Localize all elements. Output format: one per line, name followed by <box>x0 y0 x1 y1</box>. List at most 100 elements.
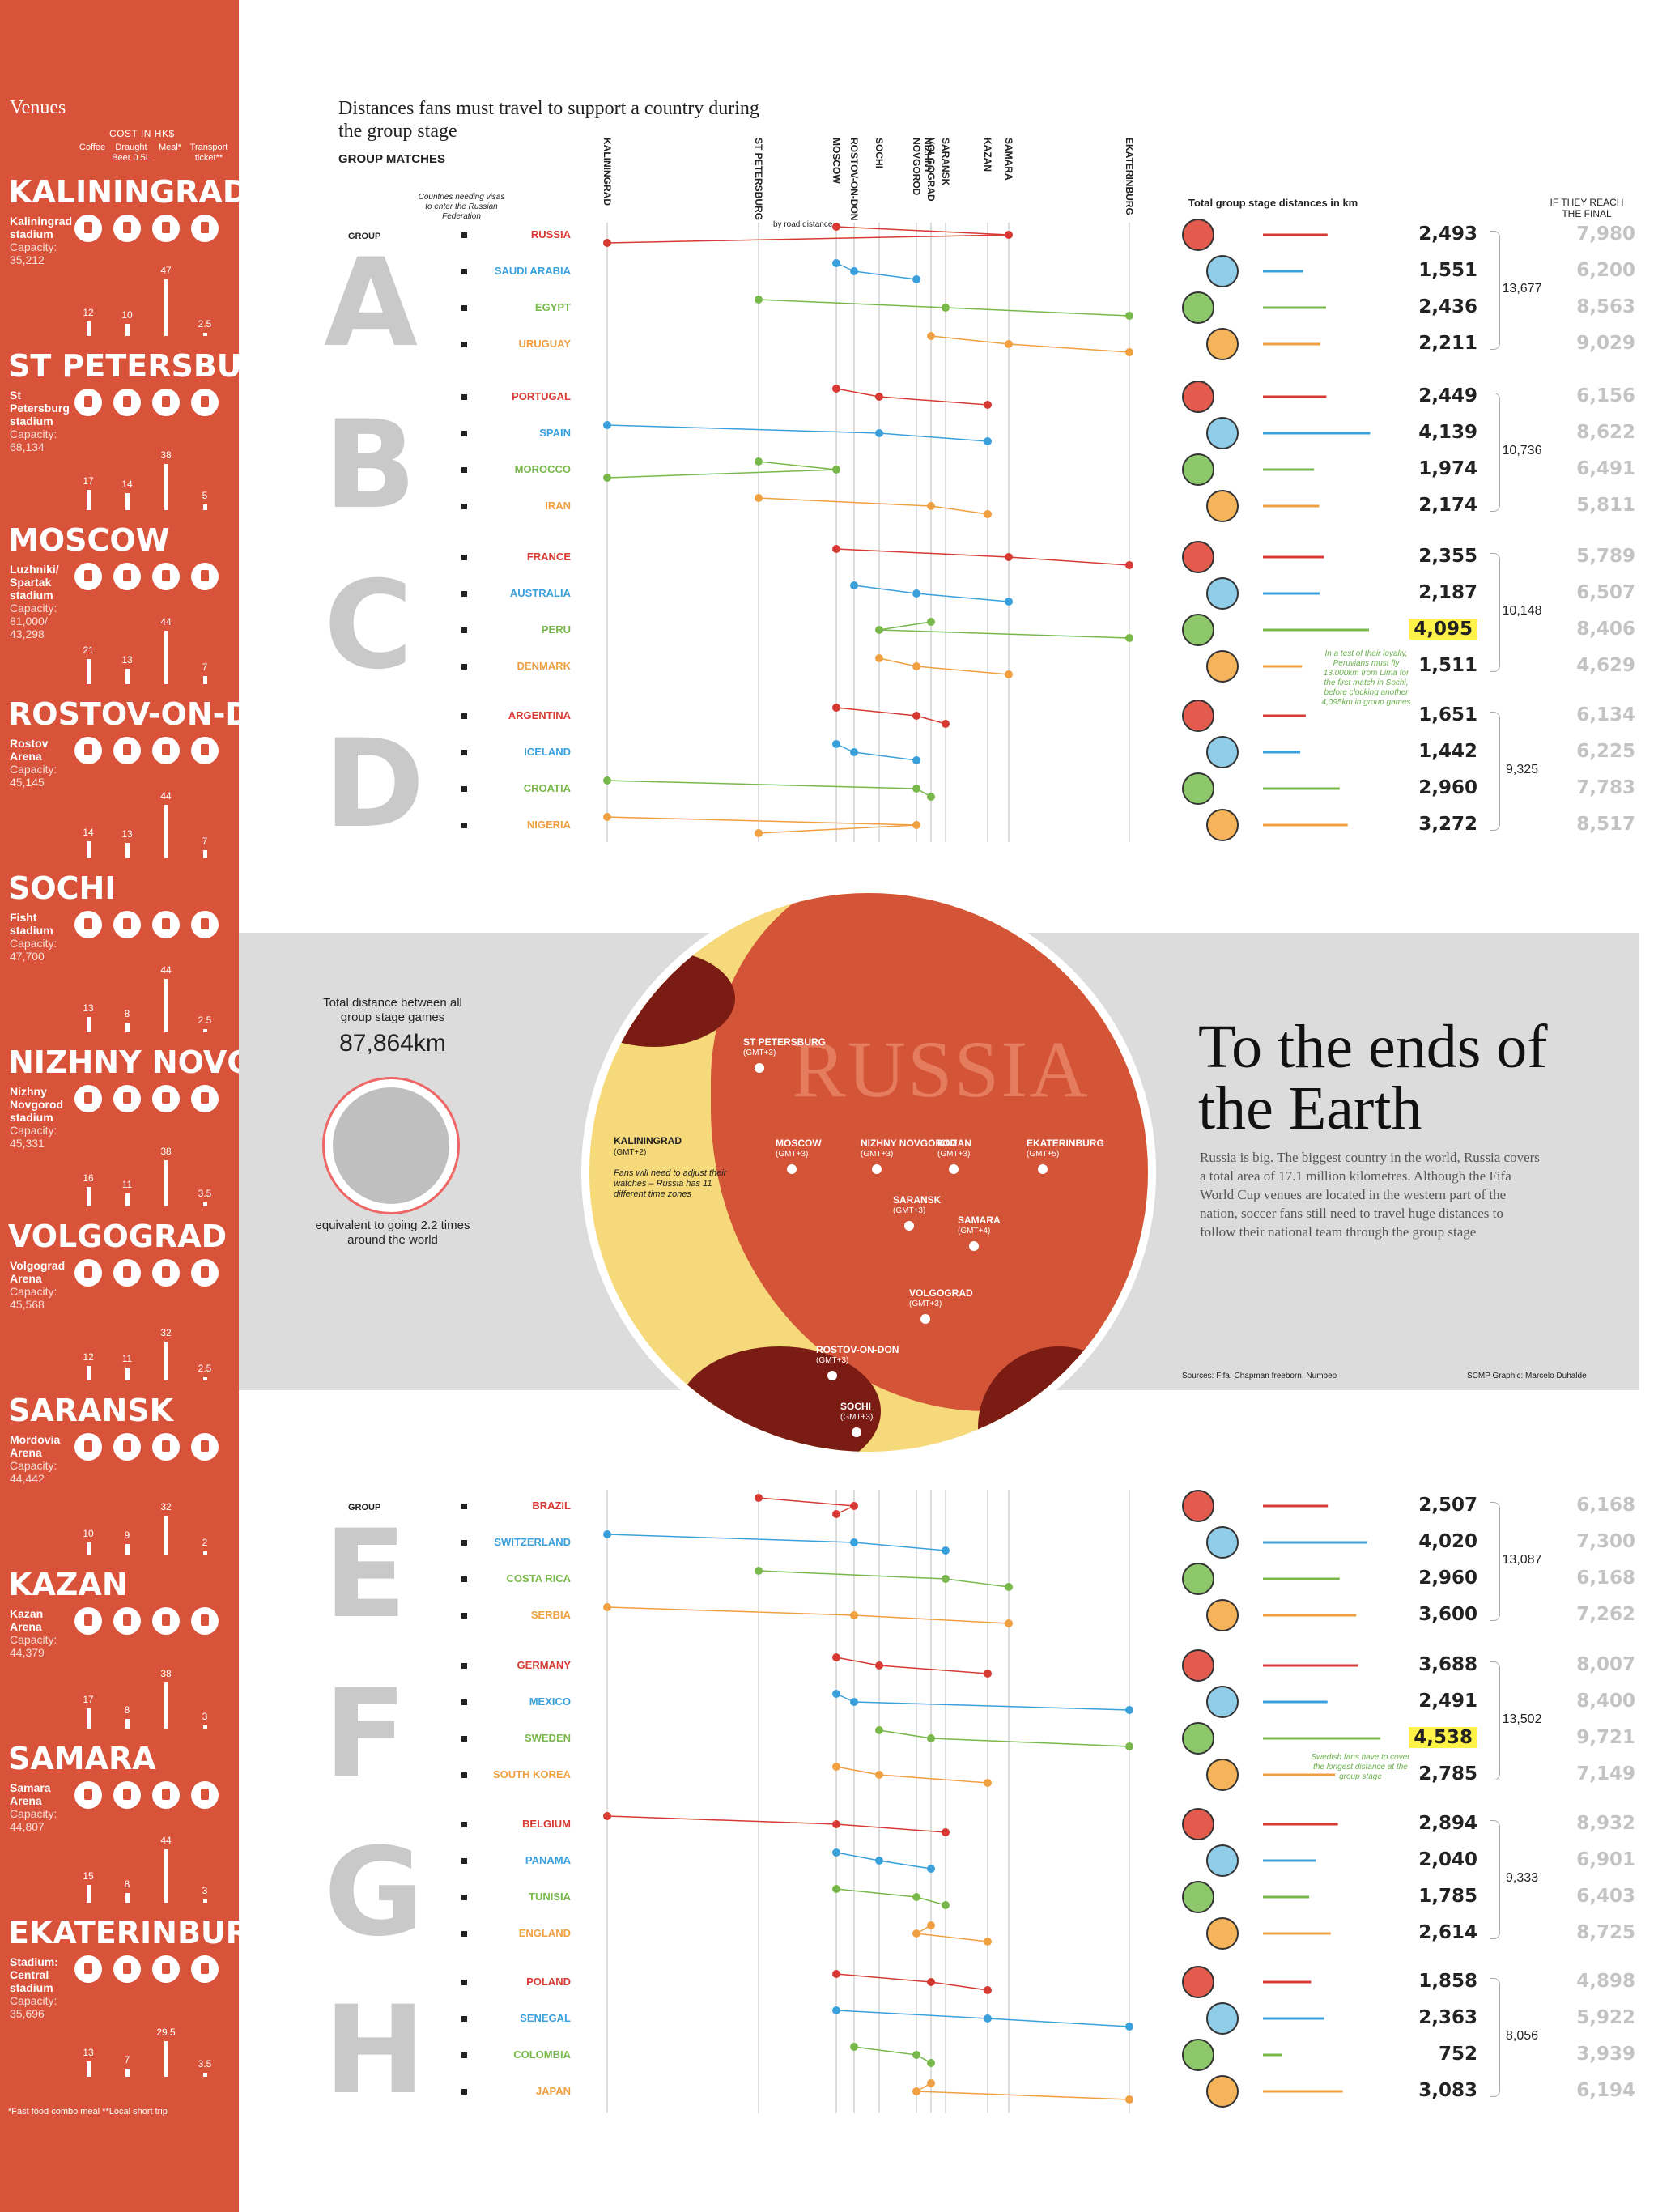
coffee-icon <box>74 1607 102 1635</box>
venues-title: Venues <box>10 97 66 118</box>
team-total-distance: 4,095 <box>1388 619 1477 640</box>
match-venue-dot <box>755 296 763 304</box>
group-sum: 10,148 <box>1502 603 1542 618</box>
map-city-dot <box>852 1427 861 1437</box>
venue-capacity-label: Capacity: <box>10 1124 57 1137</box>
team-total-value: 4,095 <box>1409 619 1477 640</box>
country-name: FRANCE <box>526 551 571 563</box>
map-city-name: MOSCOW <box>776 1138 822 1149</box>
route-segment <box>878 432 988 442</box>
route-segment <box>878 621 932 631</box>
team-final-distance: 7,783 <box>1576 777 1635 798</box>
cost-bar <box>125 324 130 336</box>
city-column-label: VOLGOGRAD <box>925 138 937 202</box>
team-total-value: 2,491 <box>1418 1691 1477 1712</box>
visa-note: Countries needing visas to enter the Rus… <box>418 193 505 221</box>
match-venue-dot <box>927 2079 935 2087</box>
cost-value: 2 <box>202 1537 208 1548</box>
coffee-icon <box>74 1085 102 1112</box>
total-header: Total group stage distances in km <box>1188 197 1358 209</box>
match-venue-dot <box>875 393 883 401</box>
match-venue-dot <box>912 2087 920 2095</box>
team-total-value: 4,020 <box>1418 1531 1477 1552</box>
match-venue-dot <box>927 502 935 510</box>
cost-bar <box>125 1543 130 1555</box>
map-city-gmt: (GMT+3) <box>776 1150 809 1159</box>
cost-value: 38 <box>160 449 172 461</box>
col-meal: Meal* <box>158 143 182 152</box>
globe-caption: equivalent to going 2.2 times around the… <box>315 1219 470 1247</box>
route-segment <box>945 307 1130 317</box>
match-venue-dot <box>984 401 992 409</box>
venue-info: Nizhny Novgorod stadium Capacity: 45,331 <box>10 1085 74 1150</box>
match-venue-dot <box>832 1763 840 1771</box>
team-total-value: 3,688 <box>1418 1654 1477 1675</box>
cost-bar <box>87 841 91 858</box>
match-venue-dot <box>755 1494 763 1502</box>
match-venue-dot <box>984 2014 992 2023</box>
match-venue-dot <box>912 1929 920 1938</box>
cost-value: 3.5 <box>198 2057 212 2069</box>
peru-note: In a test of their loyalty, Peruvians mu… <box>1321 649 1411 707</box>
country-name: POLAND <box>526 1976 571 1988</box>
country-name: ICELAND <box>524 746 571 758</box>
team-total-value: 2,614 <box>1418 1922 1477 1943</box>
venue-stadium: Kaliningrad stadium <box>10 215 73 240</box>
route-segment <box>606 469 837 479</box>
visa-bullet <box>461 823 467 828</box>
visa-bullet <box>461 1613 467 1619</box>
cost-value: 44 <box>160 964 172 976</box>
venue-name: MOSCOW <box>8 522 170 558</box>
venue-capacity: 35,696 <box>10 2007 45 2020</box>
cost-value: 15 <box>83 1870 94 1882</box>
route-segment <box>853 1542 946 1551</box>
venue-info: Kazan Arena Capacity: 44,379 <box>10 1607 74 1659</box>
map-city-gmt: (GMT+3) <box>816 1356 849 1365</box>
country-name: ENGLAND <box>518 1927 571 1939</box>
route-segment <box>1008 343 1130 353</box>
beer-icon <box>113 737 141 764</box>
match-venue-dot <box>832 545 840 553</box>
venue-block: SAMARA Samara Arena Capacity: 44,807 15 8 44 3 <box>0 1741 239 1915</box>
fan-face-icon <box>1182 1490 1214 1522</box>
cost-bar <box>125 1367 130 1380</box>
venue-info: Stadium: Central stadium Capacity: 35,696 <box>10 1955 74 2020</box>
fan-face-icon <box>1206 490 1239 522</box>
fan-face-icon <box>1206 255 1239 287</box>
team-total-distance: 2,614 <box>1388 1922 1477 1943</box>
match-venue-dot <box>984 1779 992 1787</box>
venue-cost-bars: 10 9 32 2 <box>74 1482 236 1555</box>
country-name: SOUTH KOREA <box>492 1768 571 1780</box>
map-city-gmt: (GMT+5) <box>1027 1150 1060 1159</box>
group-bracket <box>1490 1820 1500 1939</box>
venue-block: SOCHI Fisht stadium Capacity: 47,700 13 8 44 2.… <box>0 870 239 1044</box>
cost-value: 13 <box>83 1002 94 1014</box>
ticket-icon <box>191 737 219 764</box>
fan-face-icon <box>1182 614 1214 646</box>
team-total-value: 1,551 <box>1418 260 1477 281</box>
team-final-distance: 6,168 <box>1576 1495 1635 1516</box>
team-total-distance: 2,449 <box>1388 385 1477 406</box>
country-name: DENMARK <box>517 660 571 672</box>
fan-face-icon <box>1206 577 1239 610</box>
match-venue-dot <box>942 1901 950 1909</box>
team-total-distance: 3,272 <box>1388 814 1477 835</box>
venue-cost-bars: 13 7 29.5 3.5 <box>74 2004 236 2077</box>
fan-face-icon <box>1206 809 1239 841</box>
cost-value: 2.5 <box>198 1363 212 1374</box>
team-total-distance: 3,083 <box>1388 2080 1477 2101</box>
meal-icon <box>152 911 180 938</box>
match-venue-dot <box>927 793 935 801</box>
match-venue-dot <box>927 1865 935 1873</box>
team-total-distance: 2,491 <box>1388 1691 1477 1712</box>
match-venue-dot <box>912 821 920 829</box>
route-segment <box>916 1933 988 1942</box>
fan-face-icon <box>1182 1563 1214 1595</box>
route-segment <box>878 1774 988 1784</box>
team-total-distance: 4,538 <box>1388 1727 1477 1748</box>
group-letter: D <box>324 714 425 855</box>
sources: Sources: Fifa, Chapman freeborn, Numbeo <box>1182 1372 1337 1380</box>
beer-icon <box>113 563 141 590</box>
visa-bullet <box>461 2089 467 2095</box>
venue-stadium: Volgograd Arena <box>10 1259 66 1285</box>
